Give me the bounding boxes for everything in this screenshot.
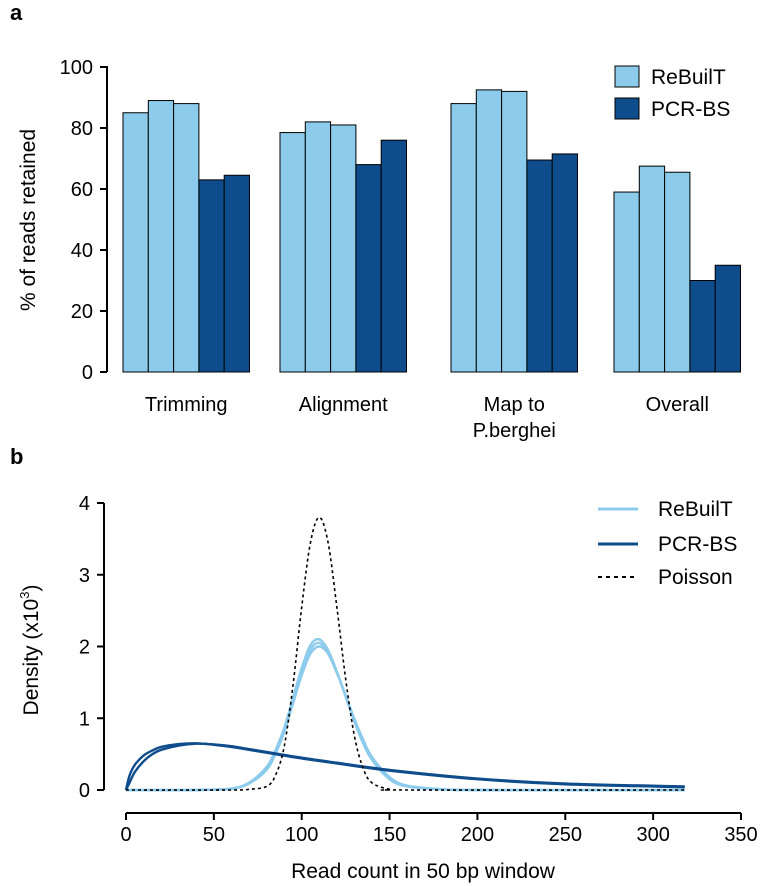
x-tick-label-1: 50 xyxy=(203,824,225,846)
x-ticks: 0 50 100 150 200 250 300 350 xyxy=(120,813,758,846)
bar-rebuilt-1-1 xyxy=(304,121,332,373)
bar-rebuilt-2-1 xyxy=(475,89,503,373)
y-tick-label-4: 80 xyxy=(71,118,93,140)
bar-rebuilt-2-0 xyxy=(450,103,477,373)
x-tick-label-4: 200 xyxy=(461,824,494,846)
bar-pcr-bs-0-1 xyxy=(223,174,250,373)
bar-rebuilt-2-2 xyxy=(501,90,528,373)
curve-pcr-bs-1 xyxy=(124,742,685,791)
y-tick-label-0: 0 xyxy=(79,780,90,802)
bar-rebuilt-3-0 xyxy=(613,191,640,373)
bar-rebuilt-3-1 xyxy=(638,165,666,373)
y-tick-label-0: 0 xyxy=(82,362,93,384)
y-tick-label-3: 3 xyxy=(79,565,90,587)
x-category-labels: Trimming Alignment Map to P.berghei Overall xyxy=(145,394,709,442)
bars xyxy=(122,89,742,373)
legend-label-poisson: Poisson xyxy=(658,566,733,589)
x-axis-title: Read count in 50 bp window xyxy=(291,860,556,883)
y-ticks: 0 1 2 3 4 xyxy=(79,493,104,802)
bar-rebuilt-0-1 xyxy=(147,100,175,373)
x-category-label-2-1: P.berghei xyxy=(473,420,556,442)
legend-swatch-rebuilt xyxy=(614,65,640,88)
bar-pcr-bs-2-1 xyxy=(551,153,579,373)
legend-label-rebuilt: ReBuilT xyxy=(651,66,726,89)
curve-rebuilt-2 xyxy=(125,645,685,792)
legend: ReBuilT PCR-BS xyxy=(614,65,730,121)
bar-rebuilt-0-2 xyxy=(173,103,200,373)
y-axis-title-main: Density (x10 xyxy=(20,599,43,716)
bar-pcr-bs-3-0 xyxy=(689,280,716,373)
y-axis-title: % of reads retained xyxy=(17,129,40,311)
bar-rebuilt-1-2 xyxy=(330,124,357,373)
panel-a-label: a xyxy=(10,0,23,25)
panel-b-line-chart: b 0 1 2 3 4 0 50 100 150 200 250 300 350 Read count… xyxy=(10,444,758,883)
x-tick-label-5: 250 xyxy=(549,824,582,846)
x-category-label-2-0: Map to xyxy=(484,394,545,416)
y-axis-title-close: ) xyxy=(20,585,43,592)
bar-pcr-bs-1-0 xyxy=(355,164,382,373)
legend-label-pcrbs: PCR-BS xyxy=(658,533,737,556)
bar-rebuilt-0-0 xyxy=(122,112,149,373)
x-tick-label-2: 100 xyxy=(285,824,318,846)
x-tick-label-7: 350 xyxy=(724,824,757,846)
legend-label-rebuilt: ReBuilT xyxy=(658,498,733,521)
bar-pcr-bs-0-0 xyxy=(198,179,225,373)
y-tick-label-1: 1 xyxy=(79,708,90,730)
axes xyxy=(103,503,741,814)
y-tick-label-2: 2 xyxy=(79,637,90,659)
x-category-label-0-0: Trimming xyxy=(145,394,228,416)
x-tick-label-0: 0 xyxy=(120,824,131,846)
y-tick-label-3: 60 xyxy=(71,179,93,201)
y-axis-title: Density (x103) xyxy=(17,585,43,716)
legend-swatch-pcrbs xyxy=(614,97,640,120)
panel-b-label: b xyxy=(10,444,23,469)
y-tick-label-1: 20 xyxy=(71,301,93,323)
x-category-label-1-0: Alignment xyxy=(299,394,388,416)
bar-pcr-bs-2-0 xyxy=(526,159,553,373)
legend-label-pcrbs: PCR-BS xyxy=(651,98,730,121)
x-tick-label-3: 150 xyxy=(373,824,406,846)
density-curves xyxy=(124,516,685,792)
y-tick-label-4: 4 xyxy=(79,493,90,515)
y-axis-title-superscript: 3 xyxy=(17,592,32,599)
y-ticks: 0 20 40 60 80 100 xyxy=(60,57,107,384)
curve-poisson-0 xyxy=(125,516,685,791)
bar-rebuilt-3-2 xyxy=(664,171,691,373)
curve-pcr-bs-0 xyxy=(124,742,685,791)
legend: ReBuilT PCR-BS Poisson xyxy=(598,498,737,589)
y-tick-label-2: 40 xyxy=(71,240,93,262)
bar-rebuilt-1-0 xyxy=(279,132,306,373)
y-tick-label-5: 100 xyxy=(60,57,93,79)
x-tick-label-6: 300 xyxy=(636,824,669,846)
curve-rebuilt-1 xyxy=(125,641,685,792)
bar-pcr-bs-3-1 xyxy=(714,264,742,373)
curve-rebuilt-0 xyxy=(125,637,685,792)
panel-a-bar-chart: a 0 20 40 60 80 100 Trimming Alignment Map to P.… xyxy=(10,0,742,442)
x-category-label-3-0: Overall xyxy=(646,394,709,416)
bar-pcr-bs-1-1 xyxy=(380,139,408,373)
